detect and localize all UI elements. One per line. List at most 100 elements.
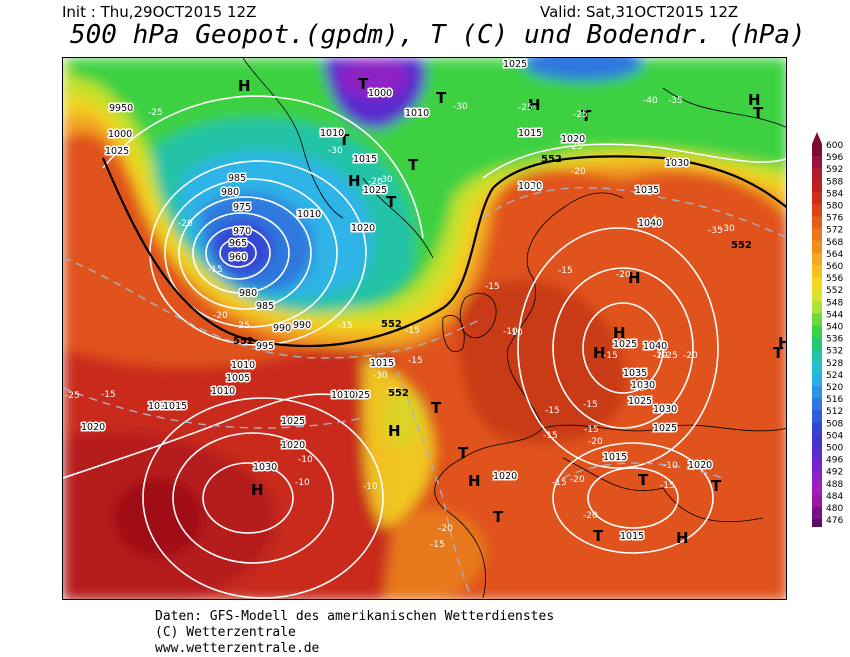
temperature-label: -15 bbox=[583, 400, 598, 410]
pressure-label: 1025 bbox=[628, 396, 652, 407]
low-pressure-marker: T bbox=[753, 104, 764, 122]
pressure-label: 965 bbox=[229, 238, 247, 249]
high-pressure-marker: H bbox=[348, 172, 361, 190]
pressure-label: 1005 bbox=[353, 154, 377, 165]
footer-source: Daten: GFS-Modell des amerikanischen Wet… bbox=[155, 609, 555, 624]
geopotential-552-line bbox=[101, 155, 786, 348]
pressure-label: 1015 bbox=[353, 154, 377, 165]
scale-swatch bbox=[812, 180, 822, 193]
scale-swatch bbox=[812, 216, 822, 230]
scale-label: 484 bbox=[826, 492, 843, 502]
temperature-label: -20 bbox=[653, 351, 668, 361]
scale-swatch bbox=[812, 289, 822, 302]
low-pressure-marker: T bbox=[458, 444, 469, 462]
pressure-label: 980 bbox=[221, 187, 239, 198]
scale-label: 540 bbox=[826, 323, 843, 333]
pressure-label: 995 bbox=[297, 209, 315, 220]
scale-swatch bbox=[812, 168, 822, 181]
pressure-label: 1000 bbox=[368, 88, 392, 99]
geopotential-label: 552 bbox=[731, 240, 752, 251]
pressure-label: 1020 bbox=[561, 134, 585, 145]
pressure-label: 1010 bbox=[105, 146, 129, 157]
temperature-label: -10 bbox=[298, 455, 313, 465]
pressure-label: 1000 bbox=[363, 185, 387, 196]
scale-label: 496 bbox=[826, 456, 843, 466]
temperature-label: -40 bbox=[643, 96, 658, 106]
scale-swatch bbox=[812, 434, 822, 447]
scale-swatch bbox=[812, 337, 822, 351]
pressure-label: 1000 bbox=[108, 129, 132, 140]
pressure-label: 1035 bbox=[635, 185, 659, 196]
temperature-label: -10 bbox=[653, 351, 668, 361]
scale-label: 552 bbox=[826, 286, 843, 296]
scale-swatch bbox=[812, 446, 822, 460]
geopotential-label: 552 bbox=[233, 336, 254, 347]
scale-label: 576 bbox=[826, 214, 843, 224]
temperature-label: -35 bbox=[668, 96, 683, 106]
pressure-label: 1015 bbox=[518, 128, 542, 139]
temperature-label: -20 bbox=[588, 437, 603, 447]
scale-label: 528 bbox=[826, 359, 843, 369]
weather-map: HHHHHHHHHHHHTTTTTTTTTTTTTT10001005101099… bbox=[62, 57, 787, 600]
scale-label: 476 bbox=[826, 516, 843, 526]
pressure-label: 960 bbox=[229, 252, 247, 263]
temperature-label: -10 bbox=[630, 384, 645, 394]
high-pressure-marker: H bbox=[628, 269, 641, 287]
temperature-label: -20 bbox=[438, 524, 453, 534]
pressure-label: 1025 bbox=[653, 423, 677, 434]
high-pressure-marker: H bbox=[593, 344, 606, 362]
temperature-label: -20 bbox=[683, 351, 698, 361]
pressure-label: 995 bbox=[351, 223, 369, 234]
low-pressure-marker: T bbox=[431, 399, 442, 417]
scale-swatch bbox=[812, 313, 822, 326]
low-pressure-marker: T bbox=[339, 131, 350, 149]
temperature-label: -10 bbox=[503, 327, 518, 337]
pressure-label: 985 bbox=[228, 173, 246, 184]
temperature-label: -30 bbox=[378, 175, 393, 185]
scale-label: 564 bbox=[826, 250, 843, 260]
pressure-label: 1000 bbox=[109, 103, 133, 114]
temperature-label: -15 bbox=[405, 326, 420, 336]
pressure-label: 1040 bbox=[638, 218, 662, 229]
temperature-label: -20 bbox=[213, 311, 228, 321]
scale-swatch bbox=[812, 228, 822, 242]
pressure-label: 1025 bbox=[281, 416, 305, 427]
pressure-label: 1010 bbox=[211, 386, 235, 397]
scale-label: 592 bbox=[826, 165, 843, 175]
geopotential-label: 552 bbox=[381, 319, 402, 330]
pressure-label: 995 bbox=[109, 103, 127, 114]
isotherms bbox=[63, 186, 786, 599]
pressure-label: 1025 bbox=[503, 59, 527, 70]
scale-label: 532 bbox=[826, 347, 843, 357]
high-pressure-marker: H bbox=[613, 324, 626, 342]
pressure-label: 1015 bbox=[620, 531, 644, 542]
low-pressure-marker: T bbox=[638, 471, 649, 489]
temperature-label: -10 bbox=[508, 328, 523, 338]
scale-swatch bbox=[812, 204, 822, 218]
pressure-label: 1020 bbox=[688, 460, 712, 471]
scale-label: 512 bbox=[826, 407, 843, 417]
scale-label: 480 bbox=[826, 504, 843, 514]
high-pressure-marker: H bbox=[748, 91, 761, 109]
temperature-label: -10 bbox=[363, 482, 378, 492]
scale-label: 580 bbox=[826, 202, 843, 212]
pressure-label: 1010 bbox=[231, 360, 255, 371]
temperature-label: -30 bbox=[453, 102, 468, 112]
pressure-label: 980 bbox=[239, 288, 257, 299]
scale-label: 568 bbox=[826, 238, 843, 248]
temperature-label: -30 bbox=[720, 224, 735, 234]
scale-swatch bbox=[812, 265, 822, 278]
scale-label: 508 bbox=[826, 419, 843, 429]
pressure-label: 995 bbox=[256, 341, 274, 352]
temperature-label: -20 bbox=[570, 475, 585, 485]
scale-label: 520 bbox=[826, 383, 843, 393]
scale-swatch bbox=[812, 240, 822, 254]
temperature-label: -15 bbox=[408, 356, 423, 366]
low-pressure-marker: T bbox=[593, 527, 604, 545]
pressure-label: 1015 bbox=[163, 401, 187, 412]
scale-swatch bbox=[812, 301, 822, 314]
temperature-label: -30 bbox=[328, 146, 343, 156]
temperature-label: -20 bbox=[571, 167, 586, 177]
geopotential-label: 552 bbox=[541, 154, 562, 165]
scale-swatch bbox=[812, 144, 822, 157]
